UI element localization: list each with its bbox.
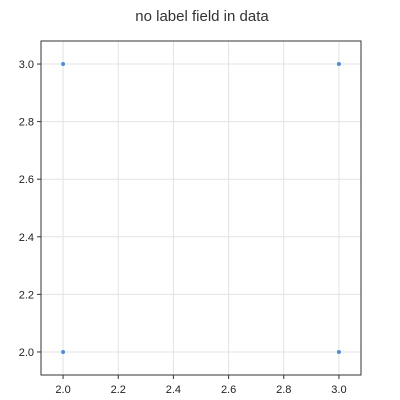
data-point [336,349,341,354]
data-point [61,62,66,67]
plot-frame [40,40,362,376]
chart-title: no label field in data [135,8,269,25]
data-points [61,62,341,354]
x-tick-label: 2.4 [166,384,181,396]
y-tick-label: 2.8 [19,117,34,129]
y-tick-label: 3.0 [19,59,34,71]
x-tick-label: 2.2 [111,384,126,396]
x-tick-label: 3.0 [331,384,346,396]
y-tick-label: 2.6 [19,174,34,186]
x-tick-label: 2.8 [276,384,291,396]
grid [41,41,361,375]
x-tick-label: 2.6 [221,384,236,396]
y-tick-label: 2.4 [19,232,34,244]
axis-ticks: 2.0 2.2 2.4 2.6 2.8 3.0 2.0 2.2 2.4 2.6 2.8 3.0 [19,59,347,396]
y-tick-label: 2.0 [19,347,34,359]
y-tick-label: 2.2 [19,289,34,301]
data-point [336,62,341,67]
data-point [61,349,66,354]
x-tick-label: 2.0 [55,384,70,396]
